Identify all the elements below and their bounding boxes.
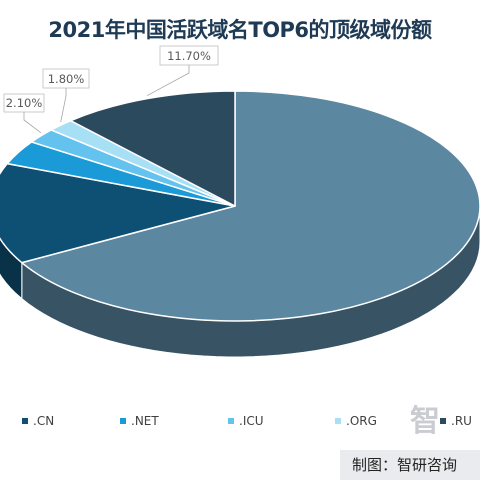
legend-swatch-net [120,418,126,424]
chart-title: 2021年中国活跃域名TOP6的顶级域份额 [48,18,432,42]
data-label-ru: 11.70% [146,45,219,97]
legend-swatch-cn [22,418,28,424]
legend-label-org: .ORG [346,414,377,428]
source-footer: 制图：智研咨询 [340,450,480,480]
legend-item-icu: .ICU [228,414,264,428]
pie-top-group [0,90,480,322]
data-label-org: 1.80% [42,68,90,123]
legend-label-cn: .CN [33,414,55,428]
data-label-leader [146,65,190,97]
watermark-logo: 智 [410,396,480,439]
legend-label-net: .NET [131,414,159,428]
legend-swatch-org [335,418,341,424]
pie-slice-ru [69,90,236,207]
data-label-leader [60,88,67,123]
data-label-icu: 2.10% [3,93,45,134]
legend-swatch-ru [440,418,446,424]
legend-item-org: .ORG [335,414,377,428]
pie-slice-cn [0,162,236,264]
data-label-text: 2.10% [6,96,43,110]
watermark-text: 智 [410,404,440,439]
data-label-text: 11.70% [167,49,211,63]
data-label-text: 1.80% [48,72,85,86]
chart-legend: .CN .NET .ICU .ORG .RU [0,414,480,434]
legend-item-cn: .CN [22,414,54,428]
data-label-leader [23,112,42,134]
legend-item-ru: .RU [440,414,472,428]
legend-label-ru: .RU [451,414,472,428]
legend-item-net: .NET [120,414,159,428]
legend-swatch-icu [228,418,234,424]
legend-label-icu: .ICU [239,414,264,428]
pie-slice-com [21,90,480,322]
